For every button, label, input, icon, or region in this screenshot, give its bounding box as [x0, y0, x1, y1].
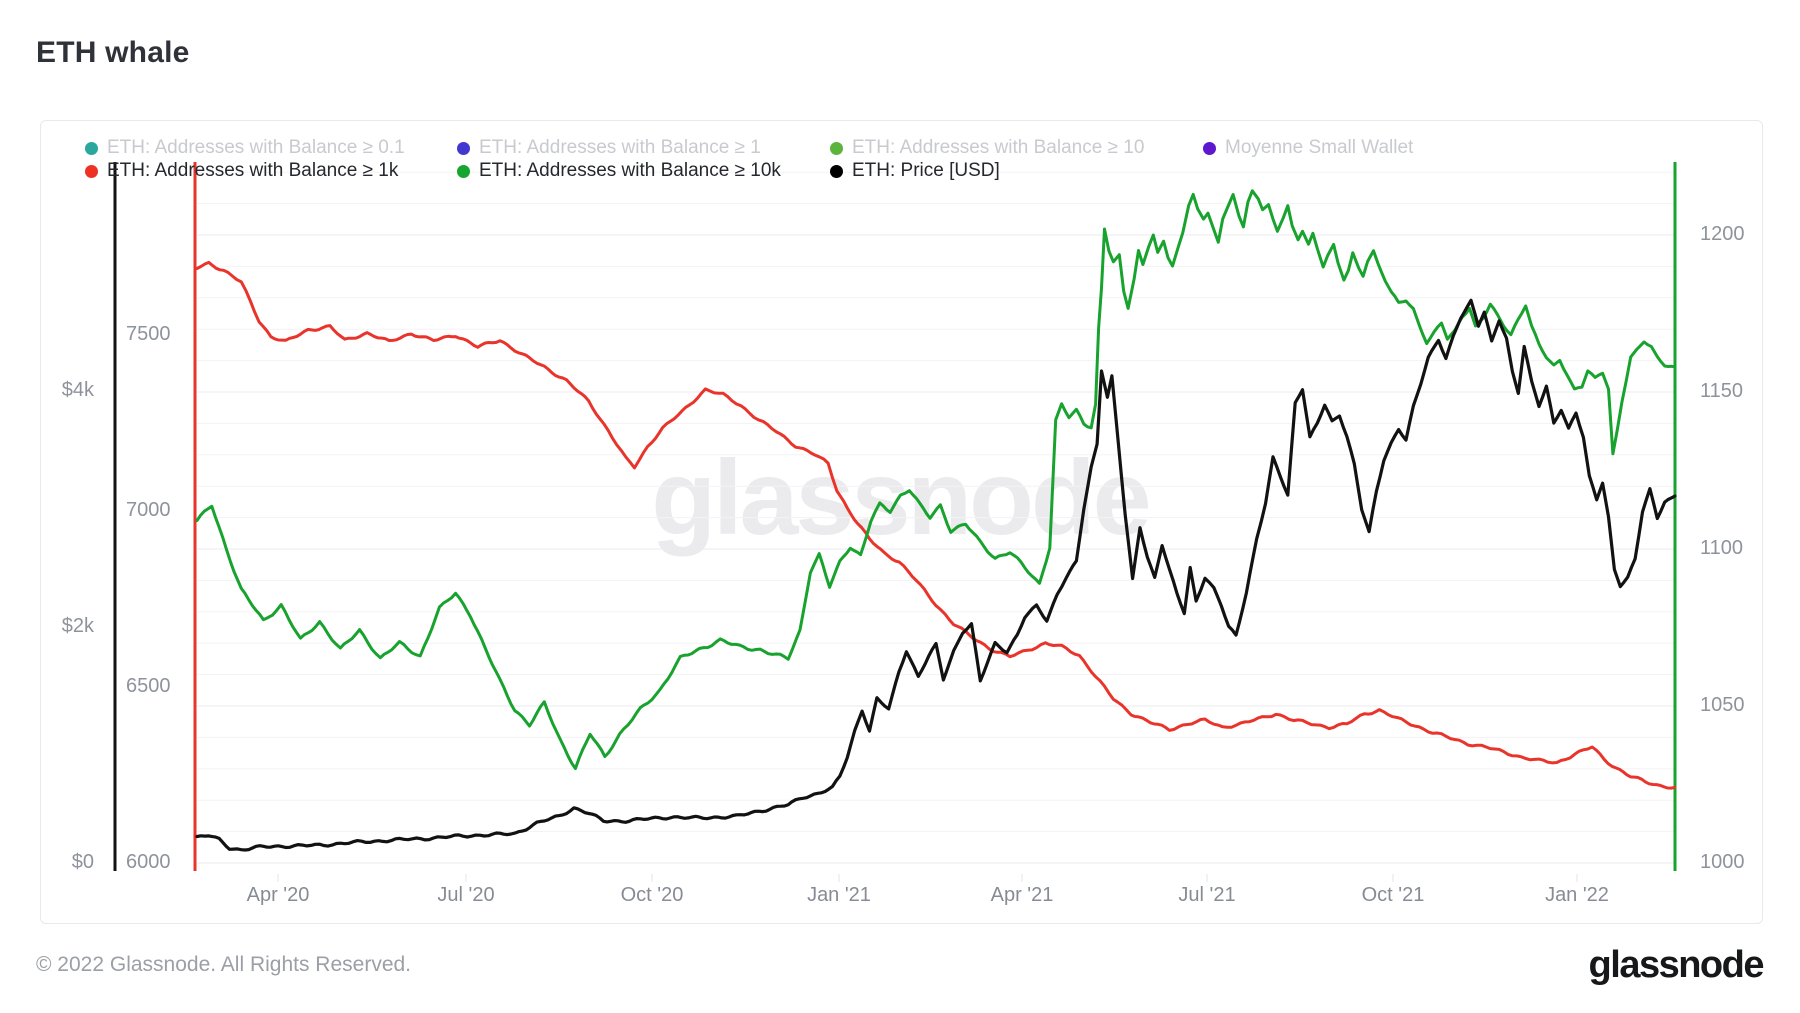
series-line-2[interactable] [195, 298, 1677, 852]
x-tick-label: Jan '22 [1545, 884, 1609, 906]
legend-item-label: ETH: Addresses with Balance ≥ 1 [479, 137, 761, 158]
x-tick-label: Jul '20 [437, 884, 495, 906]
x-tick-label: Apr '20 [246, 884, 310, 906]
series-line-1[interactable] [195, 189, 1677, 771]
y-tick-label-addr_1k: 7500 [126, 323, 171, 345]
legend-dot-icon [830, 141, 843, 155]
y-tick-label-addr_1k: 6500 [126, 675, 171, 697]
legend-item-4[interactable]: ETH: Addresses with Balance ≥ 1k [85, 160, 398, 182]
legend-item-6[interactable]: ETH: Price [USD] [830, 160, 1000, 182]
legend-dot-icon [85, 164, 98, 178]
y-tick-label-addr_10k: 1150 [1700, 380, 1744, 402]
y-tick-label-addr_1k: 7000 [126, 499, 171, 521]
glassnode-watermark: glassnode [651, 439, 1151, 557]
y-tick-label-addr_1k: 6000 [126, 851, 171, 873]
y-tick-label-usd: $2k [61, 615, 94, 637]
y-tick-label-addr_10k: 1200 [1700, 223, 1745, 245]
x-tick-label: Oct '21 [1361, 884, 1425, 906]
y-tick-label-usd: $4k [61, 379, 94, 401]
legend-item-3[interactable]: Moyenne Small Wallet [1203, 137, 1413, 159]
legend-item-0[interactable]: ETH: Addresses with Balance ≥ 0.1 [85, 137, 405, 159]
legend-item-2[interactable]: ETH: Addresses with Balance ≥ 10 [830, 137, 1144, 159]
x-tick-label: Jul '21 [1178, 884, 1236, 906]
legend-dot-icon [457, 141, 470, 155]
chart-card [40, 120, 1763, 924]
legend-item-1[interactable]: ETH: Addresses with Balance ≥ 1 [457, 137, 761, 159]
page-title: ETH whale [36, 36, 190, 69]
legend-item-label: ETH: Addresses with Balance ≥ 1k [107, 160, 399, 181]
legend-item-label: ETH: Addresses with Balance ≥ 0.1 [107, 137, 405, 158]
legend-item-label: ETH: Addresses with Balance ≥ 10 [852, 137, 1145, 158]
legend-item-label: ETH: Addresses with Balance ≥ 10k [479, 160, 781, 181]
legend-dot-icon [1203, 141, 1216, 155]
legend-dot-icon [85, 141, 98, 155]
y-tick-label-usd: $0 [71, 851, 94, 873]
legend-dot-icon [457, 164, 470, 178]
series-line-0[interactable] [195, 260, 1677, 790]
y-tick-label-addr_10k: 1000 [1700, 851, 1745, 873]
legend-item-label: ETH: Price [USD] [852, 160, 1000, 181]
x-tick-label: Jan '21 [807, 884, 871, 906]
legend-item-label: Moyenne Small Wallet [1225, 137, 1414, 158]
x-tick-label: Apr '21 [990, 884, 1054, 906]
copyright-text: © 2022 Glassnode. All Rights Reserved. [36, 953, 412, 976]
legend-item-5[interactable]: ETH: Addresses with Balance ≥ 10k [457, 160, 781, 182]
legend-dot-icon [830, 164, 843, 178]
glassnode-logo: glassnode [1588, 944, 1765, 986]
y-tick-label-addr_10k: 1050 [1700, 694, 1745, 716]
x-tick-label: Oct '20 [620, 884, 684, 906]
y-tick-label-addr_10k: 1100 [1700, 537, 1744, 559]
